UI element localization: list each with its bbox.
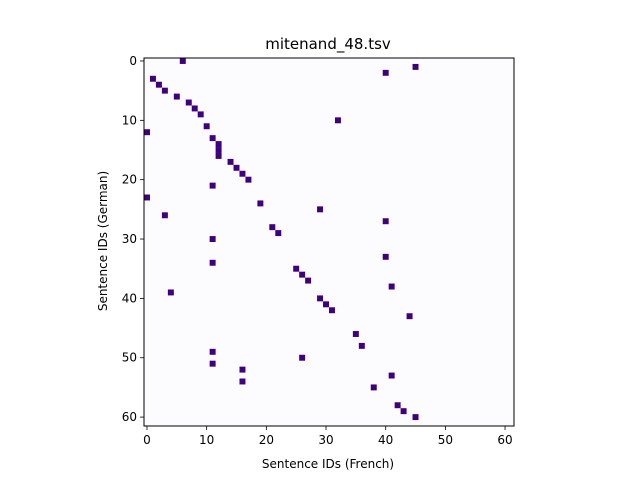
- heatmap-cell-15: [215, 147, 222, 153]
- heatmap-cell-7: [185, 99, 192, 106]
- heatmap-cell-43: [209, 348, 216, 355]
- heatmap-cell-11: [203, 123, 210, 130]
- x-tick-label-4: 40: [378, 433, 393, 447]
- heatmap-cell-22: [144, 194, 150, 201]
- heatmap-cell-41: [352, 331, 359, 337]
- heatmap-cell-20: [245, 176, 252, 183]
- heatmap-cell-37: [317, 295, 324, 302]
- heatmap-cell-26: [382, 218, 389, 225]
- x-tick-label-0: 0: [143, 433, 151, 447]
- heatmap-cell-40: [406, 313, 413, 320]
- heatmap-cell-44: [299, 354, 306, 361]
- y-tick-label-0: 0: [129, 54, 137, 68]
- y-tick-label-4: 40: [122, 291, 137, 305]
- heatmap-cell-45: [209, 360, 216, 367]
- heatmap-cell-13: [209, 135, 216, 142]
- heatmap-cell-14: [215, 141, 222, 148]
- heatmap-cell-51: [400, 408, 407, 415]
- heatmap-cell-49: [370, 384, 377, 391]
- heatmap-cell-34: [305, 277, 312, 284]
- heatmap-cell-47: [388, 372, 395, 379]
- heatmap-cell-38: [323, 301, 329, 308]
- y-tick-label-1: 10: [122, 113, 137, 127]
- heatmap-cell-42: [358, 342, 365, 349]
- heatmap-cells: [144, 58, 419, 421]
- heatmap-cell-33: [299, 271, 306, 278]
- x-axis-label: Sentence IDs (French): [262, 457, 394, 471]
- heatmap-cell-23: [257, 200, 264, 207]
- plot-frame: [143, 57, 515, 427]
- heatmap-cell-4: [155, 81, 162, 88]
- heatmap-cell-31: [209, 259, 216, 266]
- heatmap-cell-6: [173, 93, 180, 100]
- heatmap-cell-19: [239, 170, 246, 177]
- chart-title: mitenand_48.tsv: [265, 35, 391, 54]
- x-axis-ticks: 0 10 20 30 40 50 60: [143, 426, 513, 447]
- x-tick-label-2: 20: [259, 433, 274, 447]
- heatmap-cell-35: [388, 283, 395, 290]
- heatmap-cell-0: [179, 58, 186, 64]
- heatmap-cell-10: [334, 117, 341, 124]
- heatmap-cell-50: [394, 402, 401, 409]
- heatmap-cell-1: [382, 69, 389, 76]
- x-tick-label-6: 60: [497, 433, 512, 447]
- heatmap-cell-25: [161, 212, 168, 219]
- heatmap-cell-18: [233, 164, 240, 171]
- y-tick-label-3: 30: [122, 232, 137, 246]
- heatmap-cell-28: [275, 230, 282, 237]
- plot-background: [144, 58, 514, 426]
- heatmap-cell-16: [215, 152, 222, 159]
- y-axis-ticks: 0 10 20 30 40 50 60: [122, 54, 144, 424]
- heatmap-cell-12: [144, 129, 150, 136]
- heatmap-cell-27: [269, 224, 276, 231]
- heatmap-cell-17: [227, 158, 234, 165]
- y-tick-label-2: 20: [122, 173, 137, 187]
- heatmap-cell-36: [167, 289, 174, 296]
- heatmap-cell-5: [161, 87, 168, 94]
- heatmap-cell-8: [191, 105, 198, 112]
- x-tick-label-5: 50: [438, 433, 453, 447]
- heatmap-cell-39: [329, 307, 335, 314]
- heatmap-cell-52: [412, 414, 419, 421]
- x-tick-label-1: 10: [199, 433, 214, 447]
- heatmap-cell-21: [209, 182, 216, 189]
- y-tick-label-6: 60: [122, 410, 137, 424]
- heatmap-cell-46: [239, 366, 246, 373]
- heatmap-cell-30: [382, 253, 389, 260]
- heatmap-cell-29: [209, 236, 216, 242]
- heatmap-cell-48: [239, 378, 246, 385]
- heatmap-cell-2: [412, 63, 419, 70]
- heatmap-cell-24: [317, 206, 324, 213]
- y-tick-label-5: 50: [122, 351, 137, 365]
- x-tick-label-3: 30: [318, 433, 333, 447]
- heatmap-cell-9: [197, 111, 204, 118]
- y-axis-label: Sentence IDs (German): [96, 171, 110, 311]
- heatmap-cell-32: [293, 265, 300, 272]
- heatmap-cell-3: [149, 75, 156, 82]
